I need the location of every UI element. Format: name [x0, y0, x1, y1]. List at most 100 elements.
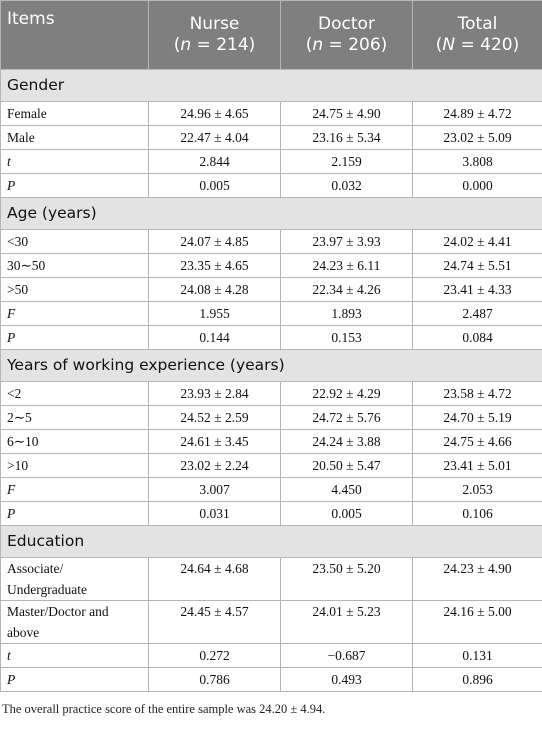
data-row: P 0.144 0.153 0.084 — [0, 325, 542, 350]
data-row: Master/Doctor and above 24.45 ± 4.57 24.01… — [0, 600, 542, 644]
value-cell: 24.08 ± 4.28 — [148, 277, 281, 302]
value-cell: 1.955 — [148, 301, 281, 326]
value-cell: −0.687 — [280, 643, 413, 668]
value-cell: 2.159 — [280, 149, 413, 174]
section-title: Years of working experience (years) — [0, 349, 542, 382]
value-cell: 0.005 — [148, 173, 281, 198]
row-label: P — [0, 325, 149, 350]
value-cell: 2.487 — [412, 301, 542, 326]
section-row: Gender — [0, 69, 542, 102]
value-cell: 0.131 — [412, 643, 542, 668]
value-cell: 22.34 ± 4.26 — [280, 277, 413, 302]
value-cell: 24.75 ± 4.90 — [280, 101, 413, 126]
data-row: P 0.005 0.032 0.000 — [0, 173, 542, 198]
value-cell: 0.106 — [412, 501, 542, 526]
section-title: Age (years) — [0, 197, 542, 230]
value-cell: 24.45 ± 4.57 — [148, 600, 281, 644]
value-cell: 0.000 — [412, 173, 542, 198]
value-cell: 24.64 ± 4.68 — [148, 557, 281, 601]
header-cell: Nurse (n = 214) — [148, 0, 281, 70]
data-row: Male 22.47 ± 4.04 23.16 ± 5.34 23.02 ± 5.09 — [0, 125, 542, 150]
value-cell: 0.272 — [148, 643, 281, 668]
row-label: t — [0, 149, 149, 174]
value-cell: 23.93 ± 2.84 — [148, 381, 281, 406]
row-label: Male — [0, 125, 149, 150]
value-cell: 23.58 ± 4.72 — [412, 381, 542, 406]
value-cell: 0.084 — [412, 325, 542, 350]
data-row: P 0.786 0.493 0.896 — [0, 667, 542, 692]
sample-size-part: = 206) — [323, 35, 388, 55]
data-row: <2 23.93 ± 2.84 22.92 ± 4.29 23.58 ± 4.72 — [0, 381, 542, 406]
row-label: <30 — [0, 229, 149, 254]
section-title: Education — [0, 525, 542, 558]
value-cell: 24.74 ± 5.51 — [412, 253, 542, 278]
data-row: P 0.031 0.005 0.106 — [0, 501, 542, 526]
header-text: Items — [7, 9, 55, 29]
sample-size-part: ( — [305, 35, 313, 55]
value-cell: 24.02 ± 4.41 — [412, 229, 542, 254]
value-cell: 23.02 ± 5.09 — [412, 125, 542, 150]
data-row: Female 24.96 ± 4.65 24.75 ± 4.90 24.89 ± 4.… — [0, 101, 542, 126]
value-cell: 2.053 — [412, 477, 542, 502]
section-row: Education — [0, 525, 542, 558]
data-row: F 1.955 1.893 2.487 — [0, 301, 542, 326]
data-row: t 0.272 −0.687 0.131 — [0, 643, 542, 668]
header-cell: Items — [0, 0, 149, 70]
value-cell: 24.23 ± 6.11 — [280, 253, 413, 278]
section-row: Age (years) — [0, 197, 542, 230]
value-cell: 0.031 — [148, 501, 281, 526]
data-row: 6∼10 24.61 ± 3.45 24.24 ± 3.88 24.75 ± 4.66 — [0, 429, 542, 454]
value-cell: 24.23 ± 4.90 — [412, 557, 542, 601]
value-cell: 24.01 ± 5.23 — [280, 600, 413, 644]
data-row: 30∼50 23.35 ± 4.65 24.23 ± 6.11 24.74 ± 5.5… — [0, 253, 542, 278]
value-cell: 3.007 — [148, 477, 281, 502]
value-cell: 0.144 — [148, 325, 281, 350]
header-name: Nurse — [189, 14, 240, 34]
value-cell: 0.153 — [280, 325, 413, 350]
value-cell: 0.493 — [280, 667, 413, 692]
table-note: The overall practice score of the entire… — [2, 702, 326, 716]
row-label: >10 — [0, 453, 149, 478]
header-name: Total — [457, 14, 498, 34]
value-cell: 4.450 — [280, 477, 413, 502]
sample-size-part: ( — [435, 35, 443, 55]
data-row: <30 24.07 ± 4.85 23.97 ± 3.93 24.02 ± 4.41 — [0, 229, 542, 254]
value-cell: 20.50 ± 5.47 — [280, 453, 413, 478]
data-row: 2∼5 24.52 ± 2.59 24.72 ± 5.76 24.70 ± 5.19 — [0, 405, 542, 430]
sample-size-part: n — [312, 35, 324, 55]
value-cell: 23.02 ± 2.24 — [148, 453, 281, 478]
row-label: >50 — [0, 277, 149, 302]
value-cell: 0.005 — [280, 501, 413, 526]
value-cell: 23.16 ± 5.34 — [280, 125, 413, 150]
data-row: >10 23.02 ± 2.24 20.50 ± 5.47 23.41 ± 5.01 — [0, 453, 542, 478]
value-cell: 23.41 ± 5.01 — [412, 453, 542, 478]
value-cell: 3.808 — [412, 149, 542, 174]
header-cell: Doctor (n = 206) — [280, 0, 413, 70]
section-title: Gender — [0, 69, 542, 102]
value-cell: 23.50 ± 5.20 — [280, 557, 413, 601]
header-name: Doctor — [318, 14, 375, 34]
value-cell: 22.92 ± 4.29 — [280, 381, 413, 406]
value-cell: 24.75 ± 4.66 — [412, 429, 542, 454]
value-cell: 24.72 ± 5.76 — [280, 405, 413, 430]
value-cell: 22.47 ± 4.04 — [148, 125, 281, 150]
value-cell: 2.844 — [148, 149, 281, 174]
value-cell: 24.89 ± 4.72 — [412, 101, 542, 126]
row-label: 30∼50 — [0, 253, 149, 278]
value-cell: 24.70 ± 5.19 — [412, 405, 542, 430]
row-label: 6∼10 — [0, 429, 149, 454]
row-label: F — [0, 301, 149, 326]
value-cell: 0.032 — [280, 173, 413, 198]
row-label: 2∼5 — [0, 405, 149, 430]
row-label: P — [0, 501, 149, 526]
data-row: F 3.007 4.450 2.053 — [0, 477, 542, 502]
data-table: Items Nurse (n = 214) Doctor (n = 206) Total(… — [0, 0, 542, 692]
sample-size-part: = 420) — [455, 35, 520, 55]
value-cell: 23.41 ± 4.33 — [412, 277, 542, 302]
value-cell: 24.07 ± 4.85 — [148, 229, 281, 254]
row-label: Associate/ Undergraduate — [0, 557, 149, 601]
value-cell: 24.24 ± 3.88 — [280, 429, 413, 454]
sample-size-part: ( — [173, 35, 181, 55]
header-cell: Total (N = 420) — [412, 0, 542, 70]
